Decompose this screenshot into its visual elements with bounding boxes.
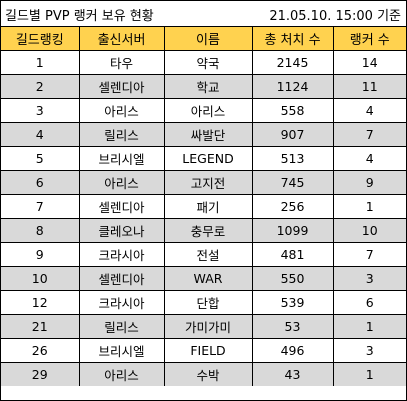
sheet-title: 길드별 PVP 랭커 보유 현황 bbox=[5, 9, 154, 24]
table-row: 2 셀렌디아 학교 1124 11 bbox=[1, 74, 406, 99]
cell-guild-rank: 8 bbox=[1, 218, 80, 243]
header-row: 길드랭킹 출신서버 이름 총 처치 수 랭커 수 bbox=[1, 27, 406, 51]
cell-total-kills: 53 bbox=[251, 314, 334, 339]
cell-guild-rank: 6 bbox=[1, 170, 80, 195]
cell-total-kills: 496 bbox=[251, 338, 334, 363]
cell-guild-name: FIELD bbox=[163, 338, 253, 363]
reference-date: 21.05.10. 15:00 기준 bbox=[269, 9, 401, 24]
cell-ranker-count: 7 bbox=[332, 242, 406, 267]
table-row: 9 크라시아 전설 481 7 bbox=[1, 242, 406, 267]
cell-origin-server: 크라시아 bbox=[78, 290, 165, 315]
table-body: 1 타우 약국 2145 14 2 셀렌디아 학교 1124 11 3 아리스 … bbox=[1, 50, 406, 386]
cell-origin-server: 릴리스 bbox=[78, 314, 165, 339]
cell-guild-rank: 5 bbox=[1, 146, 80, 171]
cell-guild-rank: 26 bbox=[1, 338, 80, 363]
cell-origin-server: 셀렌디아 bbox=[78, 194, 165, 219]
cell-origin-server: 크라시아 bbox=[78, 242, 165, 267]
cell-guild-rank: 1 bbox=[1, 50, 80, 75]
cell-total-kills: 1124 bbox=[251, 74, 334, 99]
cell-ranker-count: 3 bbox=[332, 338, 406, 363]
cell-ranker-count: 7 bbox=[332, 122, 406, 147]
table-row: 26 브리시엘 FIELD 496 3 bbox=[1, 338, 406, 363]
title-row: 길드별 PVP 랭커 보유 현황 21.05.10. 15:00 기준 bbox=[1, 1, 406, 27]
cell-origin-server: 클레오나 bbox=[78, 218, 165, 243]
table-row: 4 릴리스 싸발단 907 7 bbox=[1, 122, 406, 147]
header-total-kills: 총 처치 수 bbox=[251, 27, 334, 51]
cell-total-kills: 550 bbox=[251, 266, 334, 291]
table-row: 5 브리시엘 LEGEND 513 4 bbox=[1, 146, 406, 171]
cell-total-kills: 558 bbox=[251, 98, 334, 123]
guild-ranker-table: 길드랭킹 출신서버 이름 총 처치 수 랭커 수 1 타우 약국 2145 14… bbox=[1, 27, 406, 386]
cell-ranker-count: 9 bbox=[332, 170, 406, 195]
cell-ranker-count: 4 bbox=[332, 146, 406, 171]
cell-total-kills: 2145 bbox=[251, 50, 334, 75]
cell-ranker-count: 3 bbox=[332, 266, 406, 291]
cell-origin-server: 브리시엘 bbox=[78, 146, 165, 171]
cell-ranker-count: 1 bbox=[332, 362, 406, 386]
cell-guild-name: 단합 bbox=[163, 290, 253, 315]
cell-origin-server: 릴리스 bbox=[78, 122, 165, 147]
cell-guild-name: 가미가미 bbox=[163, 314, 253, 339]
cell-guild-name: 충무로 bbox=[163, 218, 253, 243]
table-row: 1 타우 약국 2145 14 bbox=[1, 50, 406, 75]
table-row: 3 아리스 아리스 558 4 bbox=[1, 98, 406, 123]
table-row: 6 아리스 고지전 745 9 bbox=[1, 170, 406, 195]
cell-total-kills: 745 bbox=[251, 170, 334, 195]
cell-origin-server: 셀렌디아 bbox=[78, 266, 165, 291]
cell-guild-rank: 29 bbox=[1, 362, 80, 386]
cell-guild-rank: 10 bbox=[1, 266, 80, 291]
cell-guild-name: 약국 bbox=[163, 50, 253, 75]
cell-guild-name: 아리스 bbox=[163, 98, 253, 123]
cell-total-kills: 907 bbox=[251, 122, 334, 147]
cell-origin-server: 브리시엘 bbox=[78, 338, 165, 363]
header-guild-rank: 길드랭킹 bbox=[1, 27, 80, 51]
cell-ranker-count: 1 bbox=[332, 314, 406, 339]
table-row: 12 크라시아 단합 539 6 bbox=[1, 290, 406, 315]
cell-origin-server: 타우 bbox=[78, 50, 165, 75]
cell-guild-name: WAR bbox=[163, 266, 253, 291]
cell-guild-rank: 21 bbox=[1, 314, 80, 339]
cell-total-kills: 256 bbox=[251, 194, 334, 219]
cell-total-kills: 481 bbox=[251, 242, 334, 267]
cell-guild-name: 패기 bbox=[163, 194, 253, 219]
cell-guild-rank: 3 bbox=[1, 98, 80, 123]
header-ranker-count: 랭커 수 bbox=[332, 27, 406, 51]
cell-ranker-count: 10 bbox=[332, 218, 406, 243]
cell-guild-name: 수박 bbox=[163, 362, 253, 386]
cell-ranker-count: 4 bbox=[332, 98, 406, 123]
cell-guild-name: 전설 bbox=[163, 242, 253, 267]
cell-total-kills: 539 bbox=[251, 290, 334, 315]
table-row: 29 아리스 수박 43 1 bbox=[1, 362, 406, 386]
header-name: 이름 bbox=[163, 27, 253, 51]
cell-ranker-count: 6 bbox=[332, 290, 406, 315]
cell-guild-name: 학교 bbox=[163, 74, 253, 99]
cell-guild-rank: 12 bbox=[1, 290, 80, 315]
cell-origin-server: 아리스 bbox=[78, 170, 165, 195]
cell-ranker-count: 1 bbox=[332, 194, 406, 219]
cell-guild-rank: 7 bbox=[1, 194, 80, 219]
table-row: 7 셀렌디아 패기 256 1 bbox=[1, 194, 406, 219]
cell-total-kills: 513 bbox=[251, 146, 334, 171]
table-row: 8 클레오나 충무로 1099 10 bbox=[1, 218, 406, 243]
cell-origin-server: 아리스 bbox=[78, 362, 165, 386]
cell-guild-rank: 4 bbox=[1, 122, 80, 147]
table-row: 10 셀렌디아 WAR 550 3 bbox=[1, 266, 406, 291]
cell-guild-rank: 2 bbox=[1, 74, 80, 99]
cell-guild-name: 고지전 bbox=[163, 170, 253, 195]
cell-ranker-count: 11 bbox=[332, 74, 406, 99]
cell-ranker-count: 14 bbox=[332, 50, 406, 75]
header-origin-server: 출신서버 bbox=[78, 27, 165, 51]
cell-guild-name: 싸발단 bbox=[163, 122, 253, 147]
cell-guild-rank: 9 bbox=[1, 242, 80, 267]
cell-guild-name: LEGEND bbox=[163, 146, 253, 171]
table-row: 21 릴리스 가미가미 53 1 bbox=[1, 314, 406, 339]
cell-origin-server: 아리스 bbox=[78, 98, 165, 123]
cell-origin-server: 셀렌디아 bbox=[78, 74, 165, 99]
cell-total-kills: 1099 bbox=[251, 218, 334, 243]
cell-total-kills: 43 bbox=[251, 362, 334, 386]
